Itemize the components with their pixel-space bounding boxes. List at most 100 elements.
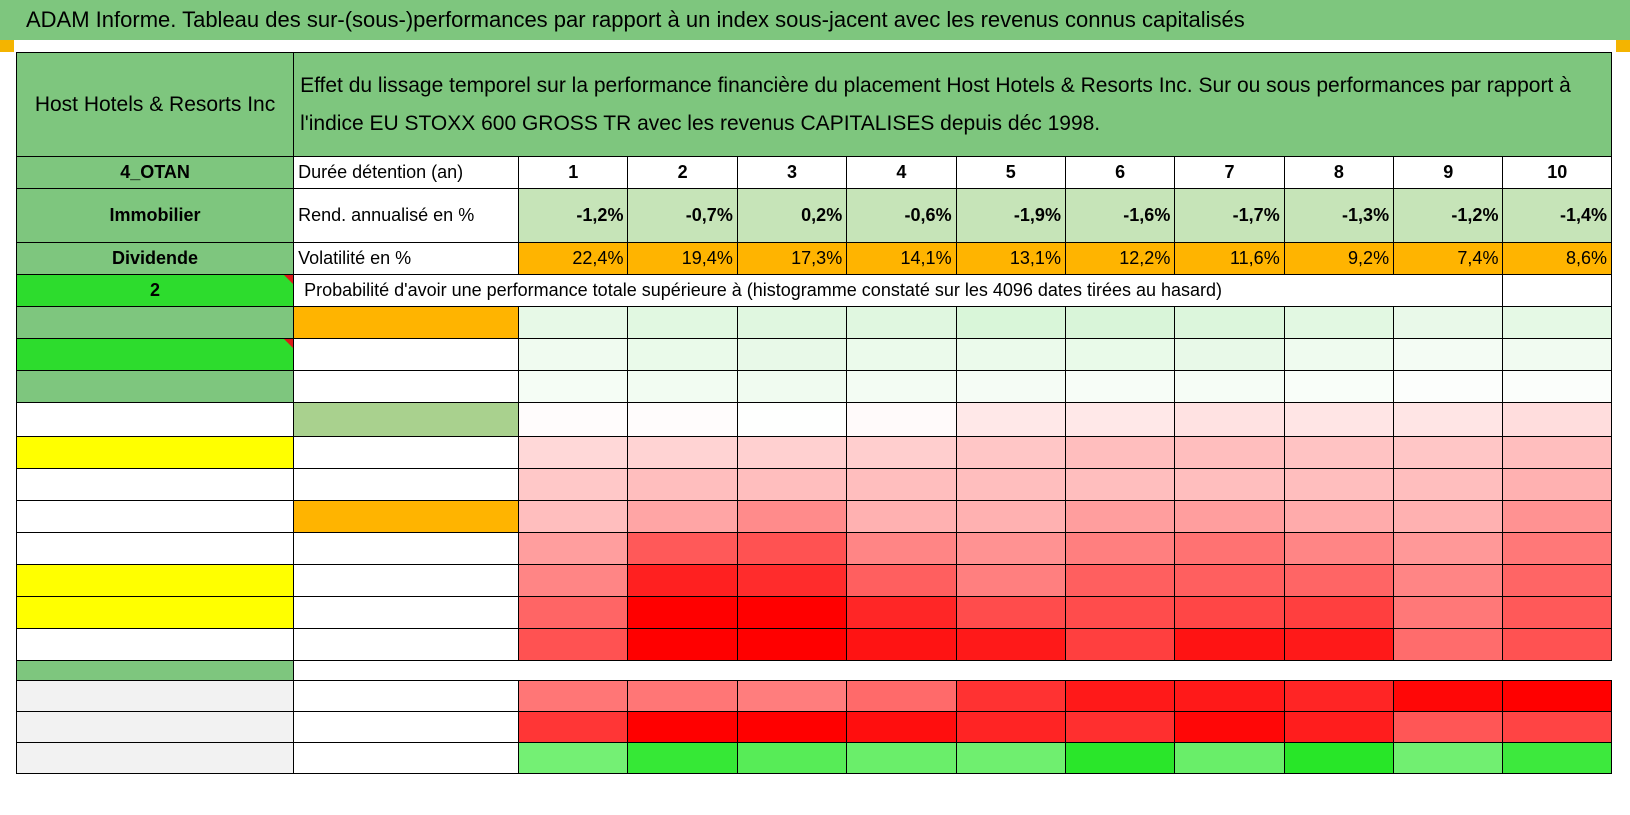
quantile-value [1393, 306, 1504, 339]
maximum-value [1283, 742, 1395, 774]
selector-two[interactable]: 2 [15, 274, 295, 307]
quantile-value [955, 338, 1066, 371]
minimum-value [846, 711, 957, 743]
quantile-value [1393, 532, 1504, 565]
quantile-value [1283, 628, 1395, 661]
year-header: 6 [1064, 156, 1176, 189]
quantile-label [293, 370, 520, 403]
quantile-value [1064, 370, 1176, 403]
maximum-value [736, 742, 848, 774]
quantile-value [518, 564, 629, 597]
quantile-value [1393, 402, 1504, 437]
minimum-value [1393, 711, 1504, 743]
avec-div-label [15, 596, 295, 629]
maximum-value [1502, 742, 1612, 774]
quantile-value [518, 596, 629, 629]
quantile-value [846, 564, 957, 597]
quantile-value [518, 338, 629, 371]
quantile-value [1283, 370, 1395, 403]
quantile-label [293, 628, 520, 661]
quantile-label [293, 402, 520, 437]
positive-value [736, 680, 848, 712]
quantile-value [1283, 338, 1395, 371]
quantile-value [1174, 338, 1285, 371]
quantile-value [736, 306, 848, 339]
quantile-label [293, 338, 520, 371]
year-header: 2 [627, 156, 738, 189]
quantile-value [518, 628, 629, 661]
quantile-value [518, 370, 629, 403]
rend-value: -1,2% [518, 188, 629, 243]
spacer-cell [15, 660, 295, 681]
quantile-value [627, 338, 738, 371]
quantile-value [518, 532, 629, 565]
quantile-value [846, 596, 957, 629]
vol-value: 9,2% [1283, 242, 1395, 275]
maximum-value [518, 742, 629, 774]
rend-value: -0,6% [846, 188, 957, 243]
quantile-value [1502, 338, 1612, 371]
year-header: 8 [1283, 156, 1395, 189]
quantile-value [955, 628, 1066, 661]
quantile-value [518, 402, 629, 437]
quantile-value [1283, 564, 1395, 597]
performance-table: Host Hotels & Resorts Inc Effet du lissa… [15, 52, 1612, 774]
positive-value [627, 680, 738, 712]
rend-value: -1,3% [1283, 188, 1395, 243]
maximum-value [846, 742, 957, 774]
rend-value: -1,7% [1174, 188, 1285, 243]
quantile-value [1502, 628, 1612, 661]
vol-value: 13,1% [955, 242, 1066, 275]
quantile-value [736, 370, 848, 403]
quantile-value [1502, 596, 1612, 629]
quantile-value [955, 370, 1066, 403]
positive-value [1393, 680, 1504, 712]
quantile-value [736, 596, 848, 629]
year-header: 3 [736, 156, 848, 189]
quantile-value [627, 436, 738, 469]
index-name [15, 370, 295, 403]
quantile-value [955, 500, 1066, 533]
quantile-value [1174, 370, 1285, 403]
maximum-value [1393, 742, 1504, 774]
vol-value: 11,6% [1174, 242, 1285, 275]
quantile-value [1064, 402, 1176, 437]
quantile-value [518, 468, 629, 501]
quantile-value [1502, 564, 1612, 597]
quantile-value [846, 468, 957, 501]
rend-value: -1,6% [1064, 188, 1176, 243]
quantile-value [518, 436, 629, 469]
vol-value: 7,4% [1393, 242, 1504, 275]
volat-lt-label [15, 500, 295, 533]
sharpe-label [15, 532, 295, 565]
rend-label: Rend. annualisé en % [293, 188, 520, 243]
quantile-label [293, 468, 520, 501]
compar-index-label [15, 306, 295, 339]
quantile-value [1064, 596, 1176, 629]
quantile-value [1064, 338, 1176, 371]
quantile-value [955, 564, 1066, 597]
quantile-value [955, 436, 1066, 469]
quantile-value [1502, 468, 1612, 501]
quantile-value [1064, 436, 1176, 469]
quantile-value [1174, 306, 1285, 339]
quantile-label [293, 532, 520, 565]
quantile-value [1283, 500, 1395, 533]
vol-value: 12,2% [1064, 242, 1176, 275]
quantile-label [293, 596, 520, 629]
left-edge-marker [0, 40, 14, 52]
quantile-label [293, 564, 520, 597]
quantile-value [1502, 306, 1612, 339]
quantile-value [1064, 468, 1176, 501]
quantile-value [1064, 628, 1176, 661]
selector-one[interactable] [15, 338, 295, 371]
quantile-value [627, 532, 738, 565]
quantile-value [736, 468, 848, 501]
quantile-value [1393, 564, 1504, 597]
quantile-value [1502, 500, 1612, 533]
quantile-value [1283, 596, 1395, 629]
minimum-value [955, 711, 1066, 743]
vol-value: 22,4% [518, 242, 629, 275]
quantile-value [1064, 532, 1176, 565]
sector-label: Immobilier [15, 188, 295, 243]
